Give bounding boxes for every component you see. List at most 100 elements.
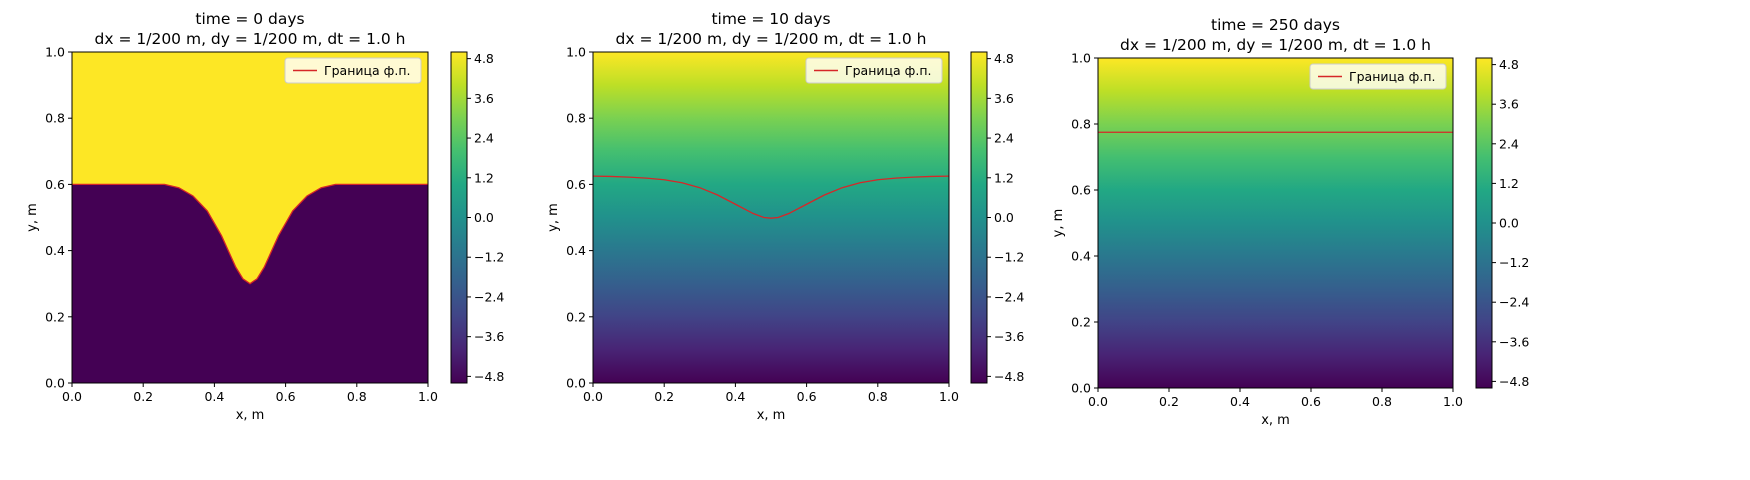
- colorbar-tick-label: 4.8: [474, 51, 494, 66]
- colorbar: 4.8 3.6 2.4 1.2 0.0 −1.2 −2.4 −3.6 −4.8: [450, 51, 504, 384]
- x-tick-label: 1.0: [1443, 394, 1463, 409]
- colorbar-tick-label: 2.4: [1499, 136, 1519, 151]
- x-axis-label: x, m: [757, 408, 786, 423]
- colorbar-tick-label: 0.0: [994, 210, 1014, 225]
- y-tick-label: 0.8: [1071, 117, 1091, 132]
- y-tick-label: 0.0: [45, 376, 65, 391]
- y-tick-label: 0.2: [45, 309, 65, 324]
- y-tick-label: 0.2: [1071, 315, 1091, 330]
- colorbar: 4.8 3.6 2.4 1.2 0.0 −1.2 −2.4 −3.6 −4.8: [970, 51, 1024, 384]
- colorbar-tick-label: −3.6: [1499, 334, 1529, 349]
- x-tick-label: 0.4: [1230, 394, 1250, 409]
- x-tick-label: 0.0: [1088, 394, 1108, 409]
- y-tick-label: 1.0: [45, 45, 65, 60]
- colorbar-gradient: [971, 52, 987, 383]
- y-tick-label: 0.8: [45, 111, 65, 126]
- colorbar-tick-label: 2.4: [474, 131, 494, 146]
- x-tick-label: 0.8: [1372, 394, 1392, 409]
- colorbar-tick-label: −3.6: [994, 329, 1024, 344]
- legend-box: [284, 57, 422, 84]
- y-axis-label: y, m: [546, 203, 561, 232]
- colorbar-gradient: [451, 52, 467, 383]
- panel-2: 0.0 0.2 0.4 0.6 0.8 1.0 0.0 0.2 0.4 0.6 0.8 1.0 x, m…: [546, 10, 1024, 423]
- y-tick-label: 0.6: [566, 177, 586, 192]
- colorbar-tick-label: −1.2: [1499, 255, 1529, 270]
- legend-box: [1309, 63, 1447, 90]
- heatmap-field: [593, 52, 949, 383]
- y-axis-label: y, m: [25, 203, 40, 232]
- y-tick-label: 1.0: [1071, 51, 1091, 66]
- colorbar-tick-label: 3.6: [1499, 97, 1519, 112]
- legend-label: Граница ф.п.: [845, 63, 931, 78]
- x-tick-label: 0.8: [868, 389, 888, 404]
- y-tick-label: 0.0: [1071, 381, 1091, 396]
- y-tick-label: 0.6: [1071, 183, 1091, 198]
- y-tick-label: 0.4: [566, 243, 586, 258]
- colorbar-tick-label: 3.6: [474, 91, 494, 106]
- axes-frame: [71, 51, 429, 384]
- legend: Граница ф.п.: [284, 57, 422, 84]
- colorbar-tick-label: −4.8: [994, 369, 1024, 384]
- x-tick-label: 0.2: [1159, 394, 1179, 409]
- colorbar-gradient: [1476, 58, 1492, 388]
- legend-box: [805, 57, 943, 84]
- legend: Граница ф.п.: [805, 57, 943, 84]
- colorbar-tick-label: 4.8: [994, 51, 1014, 66]
- y-tick-label: 0.8: [566, 111, 586, 126]
- y-tick-label: 0.2: [566, 309, 586, 324]
- x-tick-label: 1.0: [939, 389, 959, 404]
- colorbar-tick-label: −4.8: [474, 369, 504, 384]
- colorbar-tick-label: −1.2: [994, 250, 1024, 265]
- chart-title: time = 250 days: [1211, 16, 1340, 34]
- x-tick-label: 0.6: [276, 389, 296, 404]
- axes-frame: [592, 51, 950, 384]
- colorbar-tick-label: −4.8: [1499, 374, 1529, 389]
- colorbar: 4.8 3.6 2.4 1.2 0.0 −1.2 −2.4 −3.6 −4.8: [1475, 57, 1529, 389]
- chart-title: time = 10 days: [711, 10, 830, 28]
- x-tick-label: 0.0: [583, 389, 603, 404]
- x-axis-label: x, m: [236, 408, 265, 423]
- x-tick-label: 0.4: [725, 389, 745, 404]
- chart-subtitle: dx = 1/200 m, dy = 1/200 m, dt = 1.0 h: [616, 30, 927, 48]
- x-tick-label: 0.2: [133, 389, 153, 404]
- phase-boundary-line: [592, 175, 950, 219]
- colorbar-tick-label: −2.4: [474, 289, 504, 304]
- panel-1: 0.0 0.2 0.4 0.6 0.8 1.0 0.0 0.2 0.4 0.6 0.8 1.0 x, m…: [25, 10, 504, 423]
- chart-title: time = 0 days: [195, 10, 304, 28]
- phase-boundary-line: [72, 183, 428, 285]
- y-axis-label: y, m: [1051, 209, 1066, 238]
- panel-3: 0.0 0.2 0.4 0.6 0.8 1.0 0.0 0.2 0.4 0.6 0.8 1.0 x, m…: [1051, 16, 1529, 428]
- x-tick-label: 0.8: [347, 389, 367, 404]
- colorbar-tick-label: 0.0: [474, 210, 494, 225]
- axes-frame: [1097, 57, 1454, 389]
- x-tick-label: 0.6: [797, 389, 817, 404]
- y-tick-label: 0.4: [1071, 249, 1091, 264]
- x-axis-label: x, m: [1261, 413, 1290, 428]
- colorbar-tick-label: 2.4: [994, 131, 1014, 146]
- colorbar-tick-label: −1.2: [474, 250, 504, 265]
- colorbar-tick-label: 4.8: [1499, 57, 1519, 72]
- heatmap-field: [1098, 58, 1453, 388]
- legend-label: Граница ф.п.: [1349, 69, 1435, 84]
- x-tick-label: 0.2: [654, 389, 674, 404]
- colorbar-tick-label: −3.6: [474, 329, 504, 344]
- colorbar-tick-label: 0.0: [1499, 216, 1519, 231]
- legend-label: Граница ф.п.: [324, 63, 410, 78]
- colorbar-tick-label: 1.2: [474, 170, 494, 185]
- chart-subtitle: dx = 1/200 m, dy = 1/200 m, dt = 1.0 h: [1120, 36, 1431, 54]
- y-tick-label: 0.4: [45, 243, 65, 258]
- chart-subtitle: dx = 1/200 m, dy = 1/200 m, dt = 1.0 h: [95, 30, 406, 48]
- x-tick-label: 0.0: [62, 389, 82, 404]
- x-tick-label: 0.4: [204, 389, 224, 404]
- x-tick-label: 1.0: [418, 389, 438, 404]
- x-tick-label: 0.6: [1301, 394, 1321, 409]
- y-tick-label: 1.0: [566, 45, 586, 60]
- colorbar-tick-label: 1.2: [1499, 176, 1519, 191]
- colorbar-tick-label: −2.4: [1499, 295, 1529, 310]
- y-tick-label: 0.6: [45, 177, 65, 192]
- colorbar-tick-label: −2.4: [994, 289, 1024, 304]
- y-tick-label: 0.0: [566, 376, 586, 391]
- legend: Граница ф.п.: [1309, 63, 1447, 90]
- colorbar-tick-label: 1.2: [994, 170, 1014, 185]
